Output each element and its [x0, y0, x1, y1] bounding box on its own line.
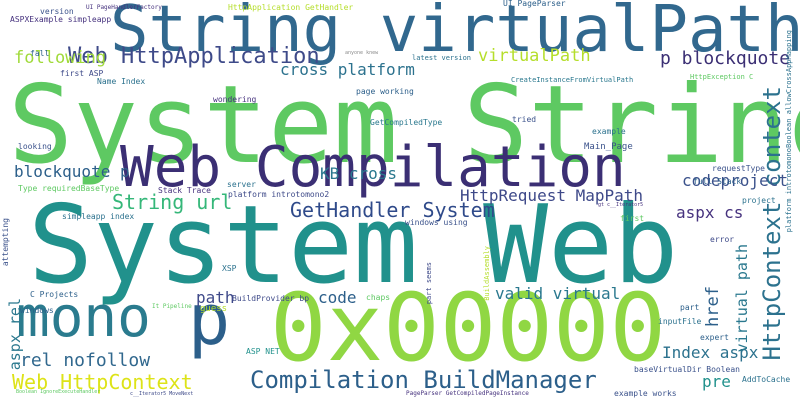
cloud-word: System String	[8, 63, 800, 188]
cloud-word: project	[742, 196, 776, 205]
cloud-word: server	[227, 180, 256, 189]
cloud-word: HttpContext context	[758, 86, 786, 361]
cloud-word: cross platform	[280, 60, 415, 79]
cloud-word: Web Compilation	[120, 135, 626, 200]
cloud-word: Name Index	[97, 77, 146, 86]
cloud-word: page working	[356, 87, 414, 96]
cloud-word: looking	[18, 142, 52, 151]
cloud-word: part seems	[425, 262, 433, 305]
cloud-word: first	[620, 214, 645, 223]
cloud-word: ASP NET	[246, 347, 280, 356]
cloud-word: C Projects	[30, 290, 79, 299]
cloud-word: example	[592, 127, 626, 136]
cloud-word: p blockquote	[660, 48, 791, 69]
cloud-word: platform introtomono2	[228, 190, 330, 199]
cloud-word: UI PageParser	[503, 0, 566, 8]
cloud-word: windows	[20, 306, 54, 315]
cloud-word: Index aspx	[662, 343, 759, 362]
cloud-word: ASPXExample simpleapp	[10, 15, 112, 24]
cloud-word: c__Iterator5 MoveNext	[130, 391, 194, 397]
cloud-word: following	[14, 48, 107, 68]
cloud-word: full Stack	[693, 177, 742, 186]
cloud-word: virtual path	[733, 244, 751, 353]
cloud-word: 0x00000	[270, 274, 667, 383]
cloud-word: p	[188, 279, 231, 361]
cloud-word: expert	[700, 333, 729, 342]
cloud-word: anyone knew	[345, 50, 379, 56]
cloud-word: AddToCache	[742, 375, 791, 384]
cloud-word: code	[318, 288, 357, 307]
cloud-word: GetCompiledType	[370, 118, 443, 127]
cloud-word: BuildAssembly	[483, 246, 491, 301]
cloud-word: Web HttpApplication	[68, 44, 320, 69]
cloud-word: HttpRequest MapPath	[460, 186, 644, 205]
cloud-word: part	[680, 303, 700, 312]
cloud-word: tried	[512, 115, 537, 124]
cloud-word: Boolean IgnoreExecuteHandler	[16, 389, 101, 395]
cloud-word: path	[196, 288, 235, 307]
cloud-word: blockquote p	[14, 162, 130, 181]
cloud-word: guess	[200, 304, 228, 314]
cloud-word: Stack Trace	[158, 186, 211, 195]
cloud-word: baseVirtualDir Boolean	[634, 365, 740, 374]
cloud-word: Web HttpContext	[12, 370, 193, 394]
cloud-word: Compilation BuildManager	[250, 366, 597, 394]
cloud-word: GetHandler System	[290, 198, 495, 222]
cloud-word: aspx cs	[676, 203, 744, 222]
cloud-word: valid virtual	[495, 284, 621, 303]
cloud-word: version	[40, 7, 74, 16]
cloud-word: virtualPath	[478, 46, 591, 66]
cloud-word: href	[703, 286, 723, 327]
cloud-word: attempting	[1, 218, 10, 267]
cloud-word: mono	[16, 285, 151, 350]
cloud-word: XSP	[222, 264, 237, 273]
cloud-word: fall	[30, 49, 50, 58]
cloud-word: wondering	[213, 95, 257, 104]
cloud-word: Type requiredBaseType	[18, 184, 120, 193]
cloud-word: UI PageHandlerFactory	[86, 4, 162, 11]
cloud-word: HttpApplication GetHandler	[228, 3, 354, 12]
cloud-word: CreateInstanceFromVirtualPath	[511, 76, 634, 84]
cloud-word: codeproject	[682, 171, 788, 190]
cloud-word: simpleapp index	[62, 212, 135, 221]
cloud-word: latest version	[412, 54, 472, 62]
cloud-word: String url	[112, 190, 233, 214]
cloud-word: PageParser GetCompiledPageInstance	[406, 390, 529, 397]
cloud-word: Main_Page	[584, 142, 633, 152]
cloud-word: chaps	[366, 293, 391, 302]
cloud-word: pre	[702, 372, 731, 391]
cloud-word: BuildProvider bp	[232, 294, 310, 303]
cloud-word: KB cross	[320, 164, 398, 183]
cloud-word: It Pipeline	[152, 303, 192, 310]
cloud-word: example works	[614, 389, 677, 398]
cloud-word: platform introtomonoBoolean allowCrossAp…	[785, 30, 793, 233]
cloud-word: requestType	[712, 164, 765, 173]
cloud-word: inputFile	[658, 317, 702, 326]
cloud-word: windows using	[405, 218, 468, 227]
cloud-word: String virtualPath	[110, 0, 800, 67]
cloud-word: HttpException C	[690, 73, 754, 81]
cloud-word: gt c__Iterator5	[598, 202, 644, 208]
cloud-word: error	[710, 235, 735, 244]
cloud-word: System Web	[28, 183, 679, 308]
cloud-word: first ASP	[60, 69, 104, 78]
cloud-word: rel nofollow	[20, 350, 151, 371]
